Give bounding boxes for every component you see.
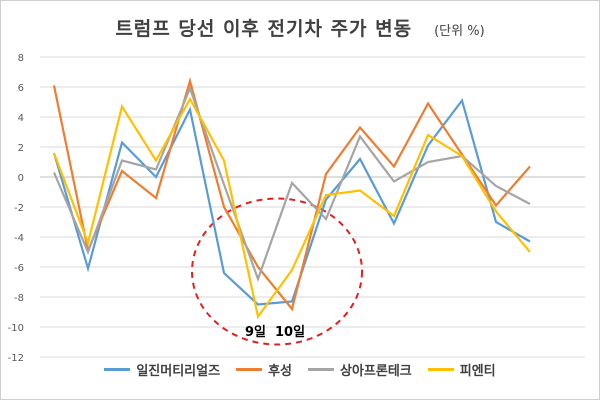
y-tick-label: -4 xyxy=(14,233,24,244)
legend-label: 후성 xyxy=(268,364,292,379)
legend-item: 피엔티 xyxy=(427,360,496,379)
legend: 일진머티리얼즈 후성 상아프론테크 피엔티 xyxy=(0,360,600,379)
series-line-4 xyxy=(52,96,531,320)
legend-swatch xyxy=(236,368,263,371)
y-tick-label: -2 xyxy=(14,203,24,214)
y-tick-label: -6 xyxy=(14,263,24,274)
annotation-text: 9일 10일 xyxy=(245,325,305,340)
unit-label: (단위 %) xyxy=(434,24,485,39)
y-tick-label: 2 xyxy=(18,143,24,154)
annotation-circle xyxy=(191,197,363,346)
legend-swatch xyxy=(427,368,454,371)
chart-title-text: 트럼프 당선 이후 전기차 주가 변동 xyxy=(115,18,413,40)
legend-label: 피엔티 xyxy=(459,364,496,379)
y-tick-label: -8 xyxy=(14,293,24,304)
y-tick-label: 8 xyxy=(18,53,24,64)
y-tick-label: 0 xyxy=(18,173,24,184)
legend-item: 후성 xyxy=(236,360,292,379)
legend-item: 일진머티리얼즈 xyxy=(104,360,220,379)
legend-label: 상아프론테크 xyxy=(340,364,412,379)
legend-label: 일진머티리얼즈 xyxy=(136,364,221,379)
legend-swatch xyxy=(308,368,334,371)
legend-item: 상아프론테크 xyxy=(308,360,412,379)
chart-title: 트럼프 당선 이후 전기차 주가 변동 (단위 %) xyxy=(0,14,600,41)
y-tick-label: -12 xyxy=(8,353,24,364)
y-tick-label: 4 xyxy=(18,113,24,124)
series-line-3 xyxy=(52,85,531,283)
series-line-1 xyxy=(52,98,531,306)
y-tick-label: -10 xyxy=(8,323,24,334)
legend-swatch xyxy=(104,368,131,371)
y-tick-label: 6 xyxy=(18,83,24,94)
series-line-2 xyxy=(52,76,531,312)
